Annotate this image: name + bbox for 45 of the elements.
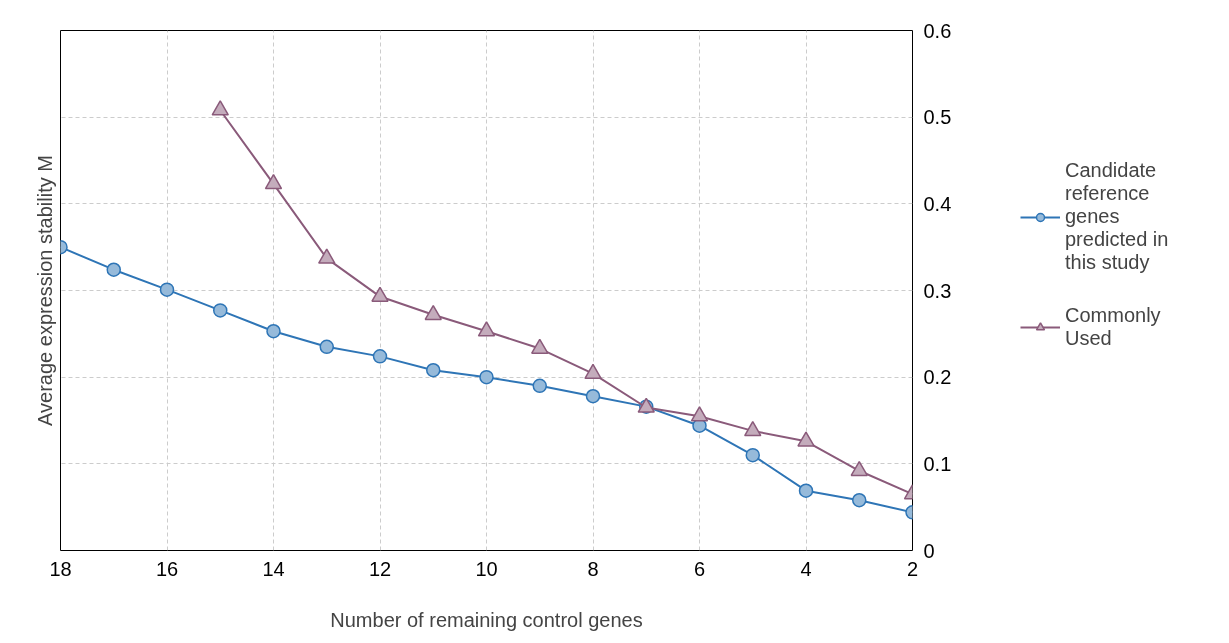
x-tick-label: 8 [587,557,599,580]
point [585,389,601,404]
point [532,378,547,394]
point [319,339,334,355]
point [798,483,814,498]
point [106,262,121,277]
y-axis-title: Average expression stability M [33,155,56,426]
y-tick-label: 0.3 [923,279,952,302]
x-tick-label: 16 [155,557,179,580]
y-tick-label: 0.4 [923,192,952,215]
point [213,303,228,318]
point [477,321,496,337]
x-tick-label: 6 [693,557,706,580]
x-tick-label: 14 [262,557,285,580]
y-tick-label: 0.5 [923,106,952,129]
point [531,338,549,354]
point [371,286,389,302]
point [690,406,709,422]
x-tick-label: 18 [49,557,72,580]
point [318,248,336,264]
point [264,173,283,190]
point [745,447,760,463]
point [797,431,815,447]
point [479,369,494,385]
point [584,363,602,380]
x-axis-title: Number of remaining control genes [330,608,643,631]
x-tick-label: 10 [475,557,498,580]
y-tick-label: 0.2 [923,366,952,389]
point [424,304,442,321]
point [744,420,762,437]
x-tick-label: 4 [800,557,812,580]
point [372,349,388,364]
point [850,460,868,477]
y-tick-label: 0.6 [923,19,952,42]
legend-label: Candidate reference genes predicted in this study [1065,159,1169,274]
point [266,324,281,339]
y-tick-label: 0.1 [923,452,952,475]
y-tick-label: 0 [923,539,935,562]
point [426,363,441,378]
x-tick-label: 2 [906,557,919,580]
point [852,493,867,508]
point [211,100,229,116]
legend-label: Commonly Used [1065,304,1161,350]
x-tick-label: 12 [368,557,392,580]
point [159,282,175,297]
